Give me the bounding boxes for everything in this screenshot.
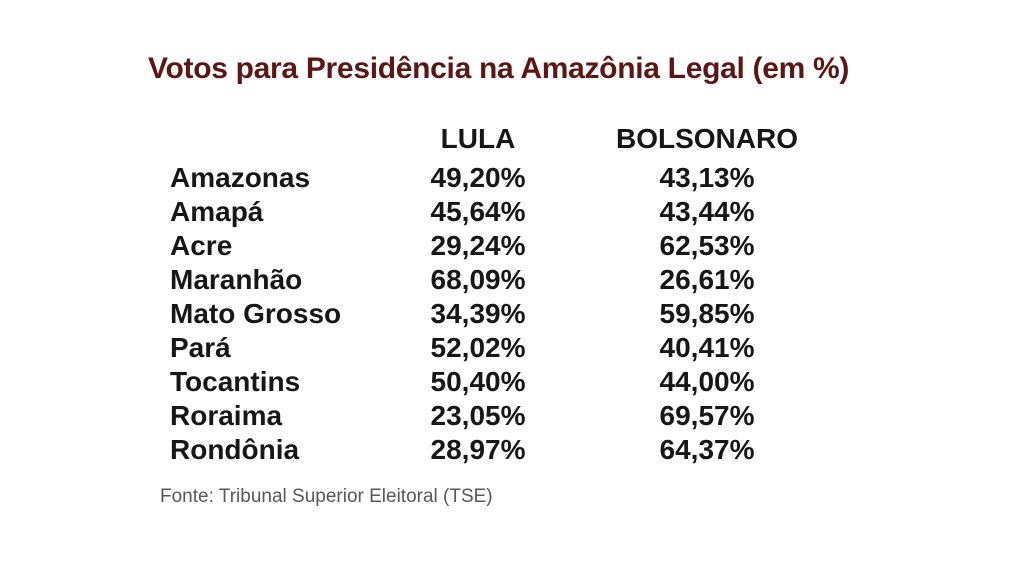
bolsonaro-value-cell: 69,57%	[659, 400, 755, 431]
table-row: Tocantins 50,40% 44,00%	[170, 365, 868, 399]
table-row: Rondônia 28,97% 64,37%	[170, 433, 868, 467]
source-note: Fonte: Tribunal Superior Eleitoral (TSE)	[160, 486, 493, 507]
bolsonaro-value-cell: 43,13%	[659, 162, 755, 193]
bolsonaro-value-cell: 62,53%	[659, 230, 755, 261]
bolsonaro-value-cell: 64,37%	[659, 434, 755, 465]
table-row: Maranhão 68,09% 26,61%	[170, 263, 868, 297]
table-row: Mato Grosso 34,39% 59,85%	[170, 297, 868, 331]
table-row: Roraima 23,05% 69,57%	[170, 399, 868, 433]
bolsonaro-value-cell: 26,61%	[659, 264, 755, 295]
chart-title: Votos para Presidência na Amazônia Legal…	[148, 52, 850, 85]
state-column-header	[170, 122, 410, 156]
lula-value-cell: 68,09%	[430, 264, 526, 295]
table-header-row: LULA BOLSONARO	[170, 122, 868, 156]
lula-value-cell: 23,05%	[430, 400, 526, 431]
lula-value-cell: 49,20%	[430, 162, 526, 193]
votes-table: LULA BOLSONARO Amazonas 49,20% 43,13% Am…	[170, 122, 868, 467]
bolsonaro-value-cell: 44,00%	[659, 366, 755, 397]
lula-value-cell: 34,39%	[430, 298, 526, 329]
state-cell: Roraima	[170, 400, 283, 431]
bolsonaro-value-cell: 40,41%	[659, 332, 755, 363]
state-cell: Maranhão	[170, 264, 303, 295]
lula-value-cell: 45,64%	[430, 196, 526, 227]
state-cell: Amazonas	[170, 162, 311, 193]
bolsonaro-value-cell: 59,85%	[659, 298, 755, 329]
state-cell: Acre	[170, 230, 233, 261]
column-header-bolsonaro: BOLSONARO	[616, 123, 798, 154]
bolsonaro-value-cell: 43,44%	[659, 196, 755, 227]
column-header-lula: LULA	[440, 123, 516, 154]
state-cell: Mato Grosso	[170, 298, 342, 329]
table-row: Pará 52,02% 40,41%	[170, 331, 868, 365]
lula-value-cell: 28,97%	[430, 434, 526, 465]
lula-value-cell: 52,02%	[430, 332, 526, 363]
table-row: Acre 29,24% 62,53%	[170, 229, 868, 263]
table-row: Amapá 45,64% 43,44%	[170, 195, 868, 229]
state-cell: Rondônia	[170, 434, 300, 465]
state-cell: Pará	[170, 332, 231, 363]
lula-value-cell: 29,24%	[430, 230, 526, 261]
lula-value-cell: 50,40%	[430, 366, 526, 397]
state-cell: Tocantins	[170, 366, 301, 397]
state-cell: Amapá	[170, 196, 264, 227]
table-row: Amazonas 49,20% 43,13%	[170, 161, 868, 195]
